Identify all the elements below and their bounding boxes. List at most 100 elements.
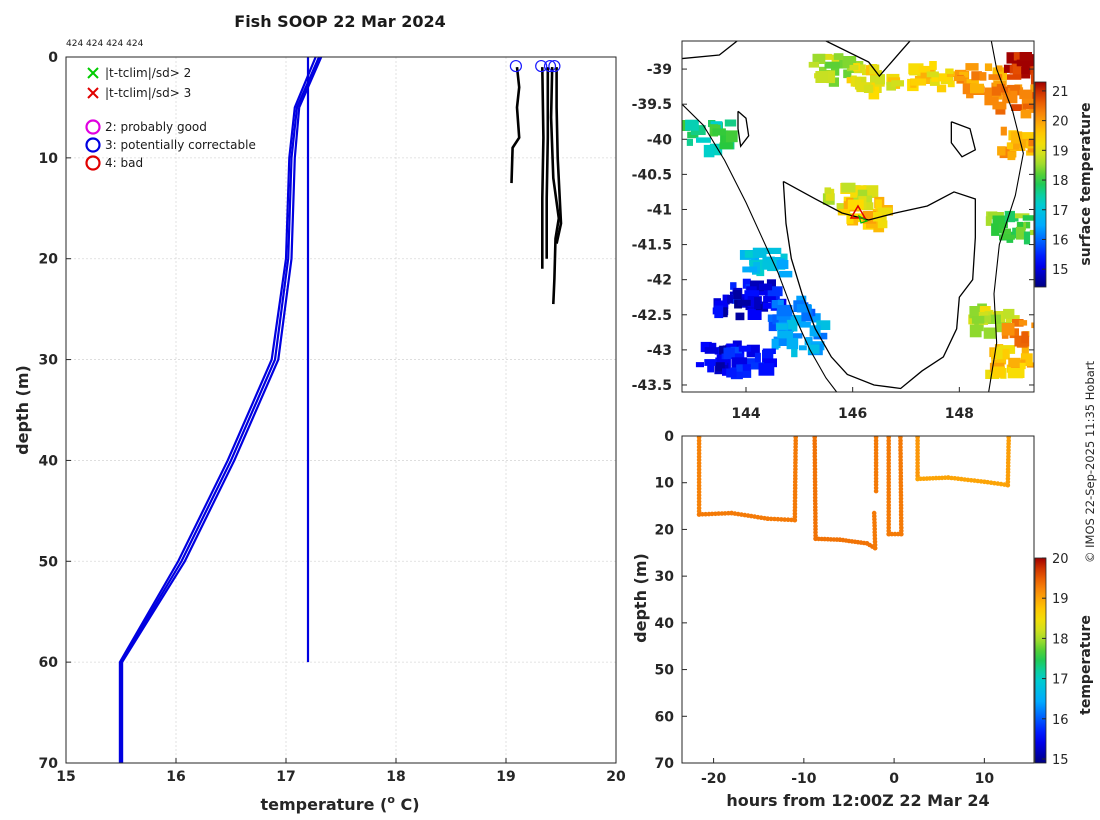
sst-cell [1029, 229, 1034, 236]
sst-cell [1044, 322, 1052, 332]
sst-cell [808, 61, 820, 68]
depth-time-point [812, 444, 818, 450]
depth-time-point [886, 496, 891, 501]
depth-time-point [1005, 460, 1011, 466]
y-tick-label: 20 [39, 252, 59, 268]
sst-cell [945, 68, 954, 74]
depth-time-point [886, 448, 891, 453]
depth-time-point [696, 438, 702, 443]
depth-time-colorbar: 20 19 18 17 16 15 temperature [1034, 552, 1094, 768]
sst-cell [763, 296, 776, 303]
sst-cell [1030, 84, 1034, 94]
depth-time-point [915, 447, 920, 453]
depth-time-point [813, 533, 818, 538]
sst-cell [703, 144, 715, 158]
depth-time-point [812, 460, 818, 466]
y-tick-label: 30 [39, 353, 59, 369]
sst-cell [953, 76, 966, 82]
coastlines [682, 41, 1024, 392]
coastline-tasmania [782, 180, 976, 390]
qc-circles [509, 59, 561, 73]
sst-cell [970, 83, 984, 94]
sst-cell [752, 247, 767, 258]
depth-time-point [898, 509, 904, 514]
depth-time-point [793, 451, 798, 456]
sst-cell [1022, 63, 1029, 74]
depth-time-point [985, 479, 990, 485]
colorbar-tick-label: 19 [1052, 592, 1069, 607]
sst-patches [682, 52, 1056, 380]
depth-time-point [785, 517, 791, 522]
depth-time-axes-frame [681, 435, 1035, 764]
sst-cell [730, 346, 742, 357]
depth-time-point [873, 488, 879, 494]
depth-time-point [696, 492, 702, 498]
depth-time-points [696, 436, 1011, 551]
depth-time-point [765, 516, 770, 521]
sst-cell [1046, 322, 1056, 334]
sst-cell [873, 220, 888, 229]
depth-time-y-tick-label: 60 [655, 709, 675, 725]
sst-cell [686, 138, 693, 146]
sst-cell [1019, 89, 1033, 100]
depth-time-point [696, 451, 702, 456]
map-y-tick-label: -40.5 [632, 167, 672, 183]
depth-time-point [898, 477, 904, 482]
depth-time-point [886, 460, 891, 466]
depth-time-point [793, 457, 798, 463]
sst-cell [704, 359, 718, 366]
depth-time-point [1006, 441, 1011, 447]
depth-time-x-tick-label: 10 [975, 771, 995, 787]
depth-time-point [696, 480, 702, 485]
sst-cell [1033, 59, 1034, 70]
sst-cell [791, 344, 798, 358]
depth-time-point [812, 495, 818, 500]
sst-cell [995, 65, 1003, 72]
depth-time-point [886, 467, 891, 472]
depth-time-point [899, 525, 904, 530]
depth-time-point [886, 464, 891, 469]
map-y-tick-label: -41.5 [632, 238, 672, 254]
sst-cell [696, 137, 711, 143]
depth-time-point [872, 536, 878, 541]
map-x-tick-label: 146 [838, 406, 867, 422]
sst-cell [969, 306, 980, 319]
depth-time-point [793, 447, 798, 453]
sst-cell [722, 368, 731, 376]
depth-time-point [812, 450, 818, 456]
depth-time-point [793, 466, 798, 472]
depth-time-x-tick-label: 0 [889, 771, 899, 787]
sst-cell [726, 368, 737, 378]
sst-cell [742, 278, 751, 289]
sst-cell [1040, 323, 1055, 331]
sst-cell [754, 297, 761, 310]
fish-position-marker [849, 204, 867, 219]
depth-time-point [872, 526, 877, 532]
sst-cell [979, 306, 991, 315]
sst-cell [1006, 142, 1014, 150]
fish-track-line [540, 67, 545, 269]
sst-cell [1007, 84, 1021, 96]
sst-cell [1012, 64, 1022, 77]
x-tick-label: 19 [496, 769, 515, 785]
depth-time-point [898, 444, 903, 450]
depth-time-point [968, 478, 974, 483]
sst-cell [969, 324, 982, 338]
depth-time-point [782, 517, 787, 522]
sst-cell [747, 308, 762, 320]
sst-cell [992, 366, 1005, 378]
depth-time-point [1006, 451, 1011, 456]
depth-time-point [898, 457, 903, 463]
depth-time-ylabel: depth (m) [631, 553, 650, 643]
sst-cell [1011, 131, 1023, 144]
sst-cell [1007, 151, 1016, 161]
depth-time-point [768, 516, 774, 522]
depth-time-point [696, 470, 702, 476]
copyright-note: © IMOS 22-Sep-2025 11:35 Hobart [1083, 360, 1097, 563]
depth-time-point [886, 506, 891, 511]
depth-time-point [1005, 479, 1011, 485]
sst-cell [1011, 104, 1026, 111]
sst-cell [1008, 357, 1021, 367]
colorbar-title: temperature [1078, 615, 1094, 715]
depth-time-point [872, 545, 878, 551]
